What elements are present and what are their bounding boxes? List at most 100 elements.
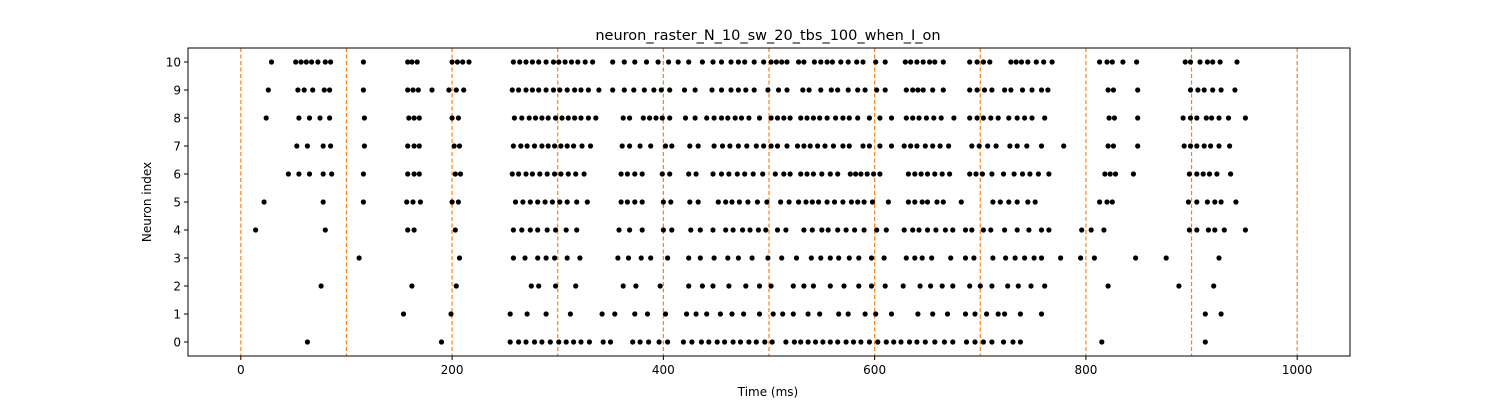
spike-point — [1133, 255, 1139, 261]
spike-point — [524, 143, 530, 149]
spike-point — [835, 227, 841, 233]
spike-point — [778, 199, 784, 205]
spike-point — [400, 311, 407, 317]
spike-point — [449, 199, 455, 205]
spike-point — [1218, 311, 1224, 317]
spike-point — [618, 199, 624, 205]
spike-point — [552, 171, 558, 177]
spike-point — [869, 199, 876, 205]
spike-point — [806, 87, 812, 93]
spike-point — [914, 59, 920, 65]
spike-point — [531, 143, 538, 149]
spike-point — [303, 59, 309, 65]
spike-point — [811, 59, 818, 65]
spike-point — [931, 115, 937, 121]
spike-point — [1227, 143, 1233, 149]
spike-point — [455, 115, 461, 121]
spike-point — [796, 59, 802, 65]
spike-point — [794, 143, 801, 149]
spike-point — [572, 87, 578, 93]
spike-point — [593, 115, 599, 121]
spike-point — [754, 199, 761, 205]
spike-point — [1028, 283, 1034, 289]
spike-point — [543, 255, 549, 261]
spike-point — [659, 171, 665, 177]
spike-point — [639, 171, 645, 177]
spike-point — [1195, 87, 1201, 93]
spike-point — [627, 227, 633, 233]
spike-point — [1212, 199, 1218, 205]
spike-point — [405, 171, 411, 177]
spike-point — [1242, 227, 1248, 233]
spike-point — [860, 143, 866, 149]
spike-point — [449, 115, 455, 121]
spike-point — [808, 255, 814, 261]
spike-point — [725, 255, 731, 261]
spike-point — [692, 87, 698, 93]
spike-point — [901, 143, 907, 149]
spike-point — [861, 227, 867, 233]
spike-point — [942, 227, 949, 233]
spike-point — [756, 115, 763, 121]
spike-point — [825, 227, 831, 233]
spike-point — [532, 115, 539, 121]
spike-point — [578, 115, 584, 121]
spike-point — [632, 311, 638, 317]
spike-point — [873, 59, 879, 65]
spike-point — [1033, 59, 1039, 65]
spike-point — [624, 199, 631, 205]
spike-point — [523, 171, 529, 177]
spike-point — [726, 283, 732, 289]
spike-point — [587, 143, 594, 149]
spike-point — [719, 143, 726, 149]
spike-point — [827, 283, 833, 289]
spike-point — [296, 171, 302, 177]
spike-point — [547, 339, 553, 345]
spike-point — [574, 227, 580, 233]
spike-point — [967, 115, 973, 121]
spike-point — [620, 283, 626, 289]
spike-point — [798, 339, 804, 345]
spike-point — [618, 171, 624, 177]
spike-point — [429, 87, 435, 93]
spike-point — [787, 171, 793, 177]
spike-point — [848, 199, 855, 205]
spike-point — [1002, 311, 1008, 317]
spike-point — [453, 87, 459, 93]
spike-point — [579, 143, 585, 149]
spike-point — [616, 227, 622, 233]
spike-point — [535, 227, 541, 233]
spike-point — [1049, 59, 1055, 65]
spike-point — [874, 227, 880, 233]
spike-point — [710, 283, 716, 289]
spike-point — [735, 143, 742, 149]
spike-point — [924, 171, 931, 177]
spike-point — [1200, 171, 1206, 177]
spike-point — [974, 59, 980, 65]
spike-point — [858, 171, 864, 177]
spike-point — [1187, 59, 1194, 65]
spike-point — [735, 59, 742, 65]
spike-point — [596, 87, 602, 93]
spike-point — [510, 59, 516, 65]
spike-point — [564, 143, 570, 149]
spike-point — [1105, 283, 1111, 289]
spike-point — [746, 339, 752, 345]
spike-point — [662, 311, 669, 317]
spike-point — [951, 115, 957, 121]
spike-point — [871, 171, 877, 177]
spike-point — [565, 115, 571, 121]
spike-point — [1211, 283, 1217, 289]
spike-point — [265, 87, 271, 93]
spike-point — [860, 59, 866, 65]
spike-point — [553, 115, 559, 121]
spike-point — [1106, 115, 1112, 121]
spike-point — [735, 255, 742, 261]
spike-point — [786, 199, 792, 205]
spike-point — [1013, 59, 1019, 65]
spike-point — [743, 87, 749, 93]
spike-point — [1014, 227, 1020, 233]
spike-point — [809, 199, 815, 205]
spike-point — [796, 199, 802, 205]
spike-point — [1078, 255, 1084, 261]
